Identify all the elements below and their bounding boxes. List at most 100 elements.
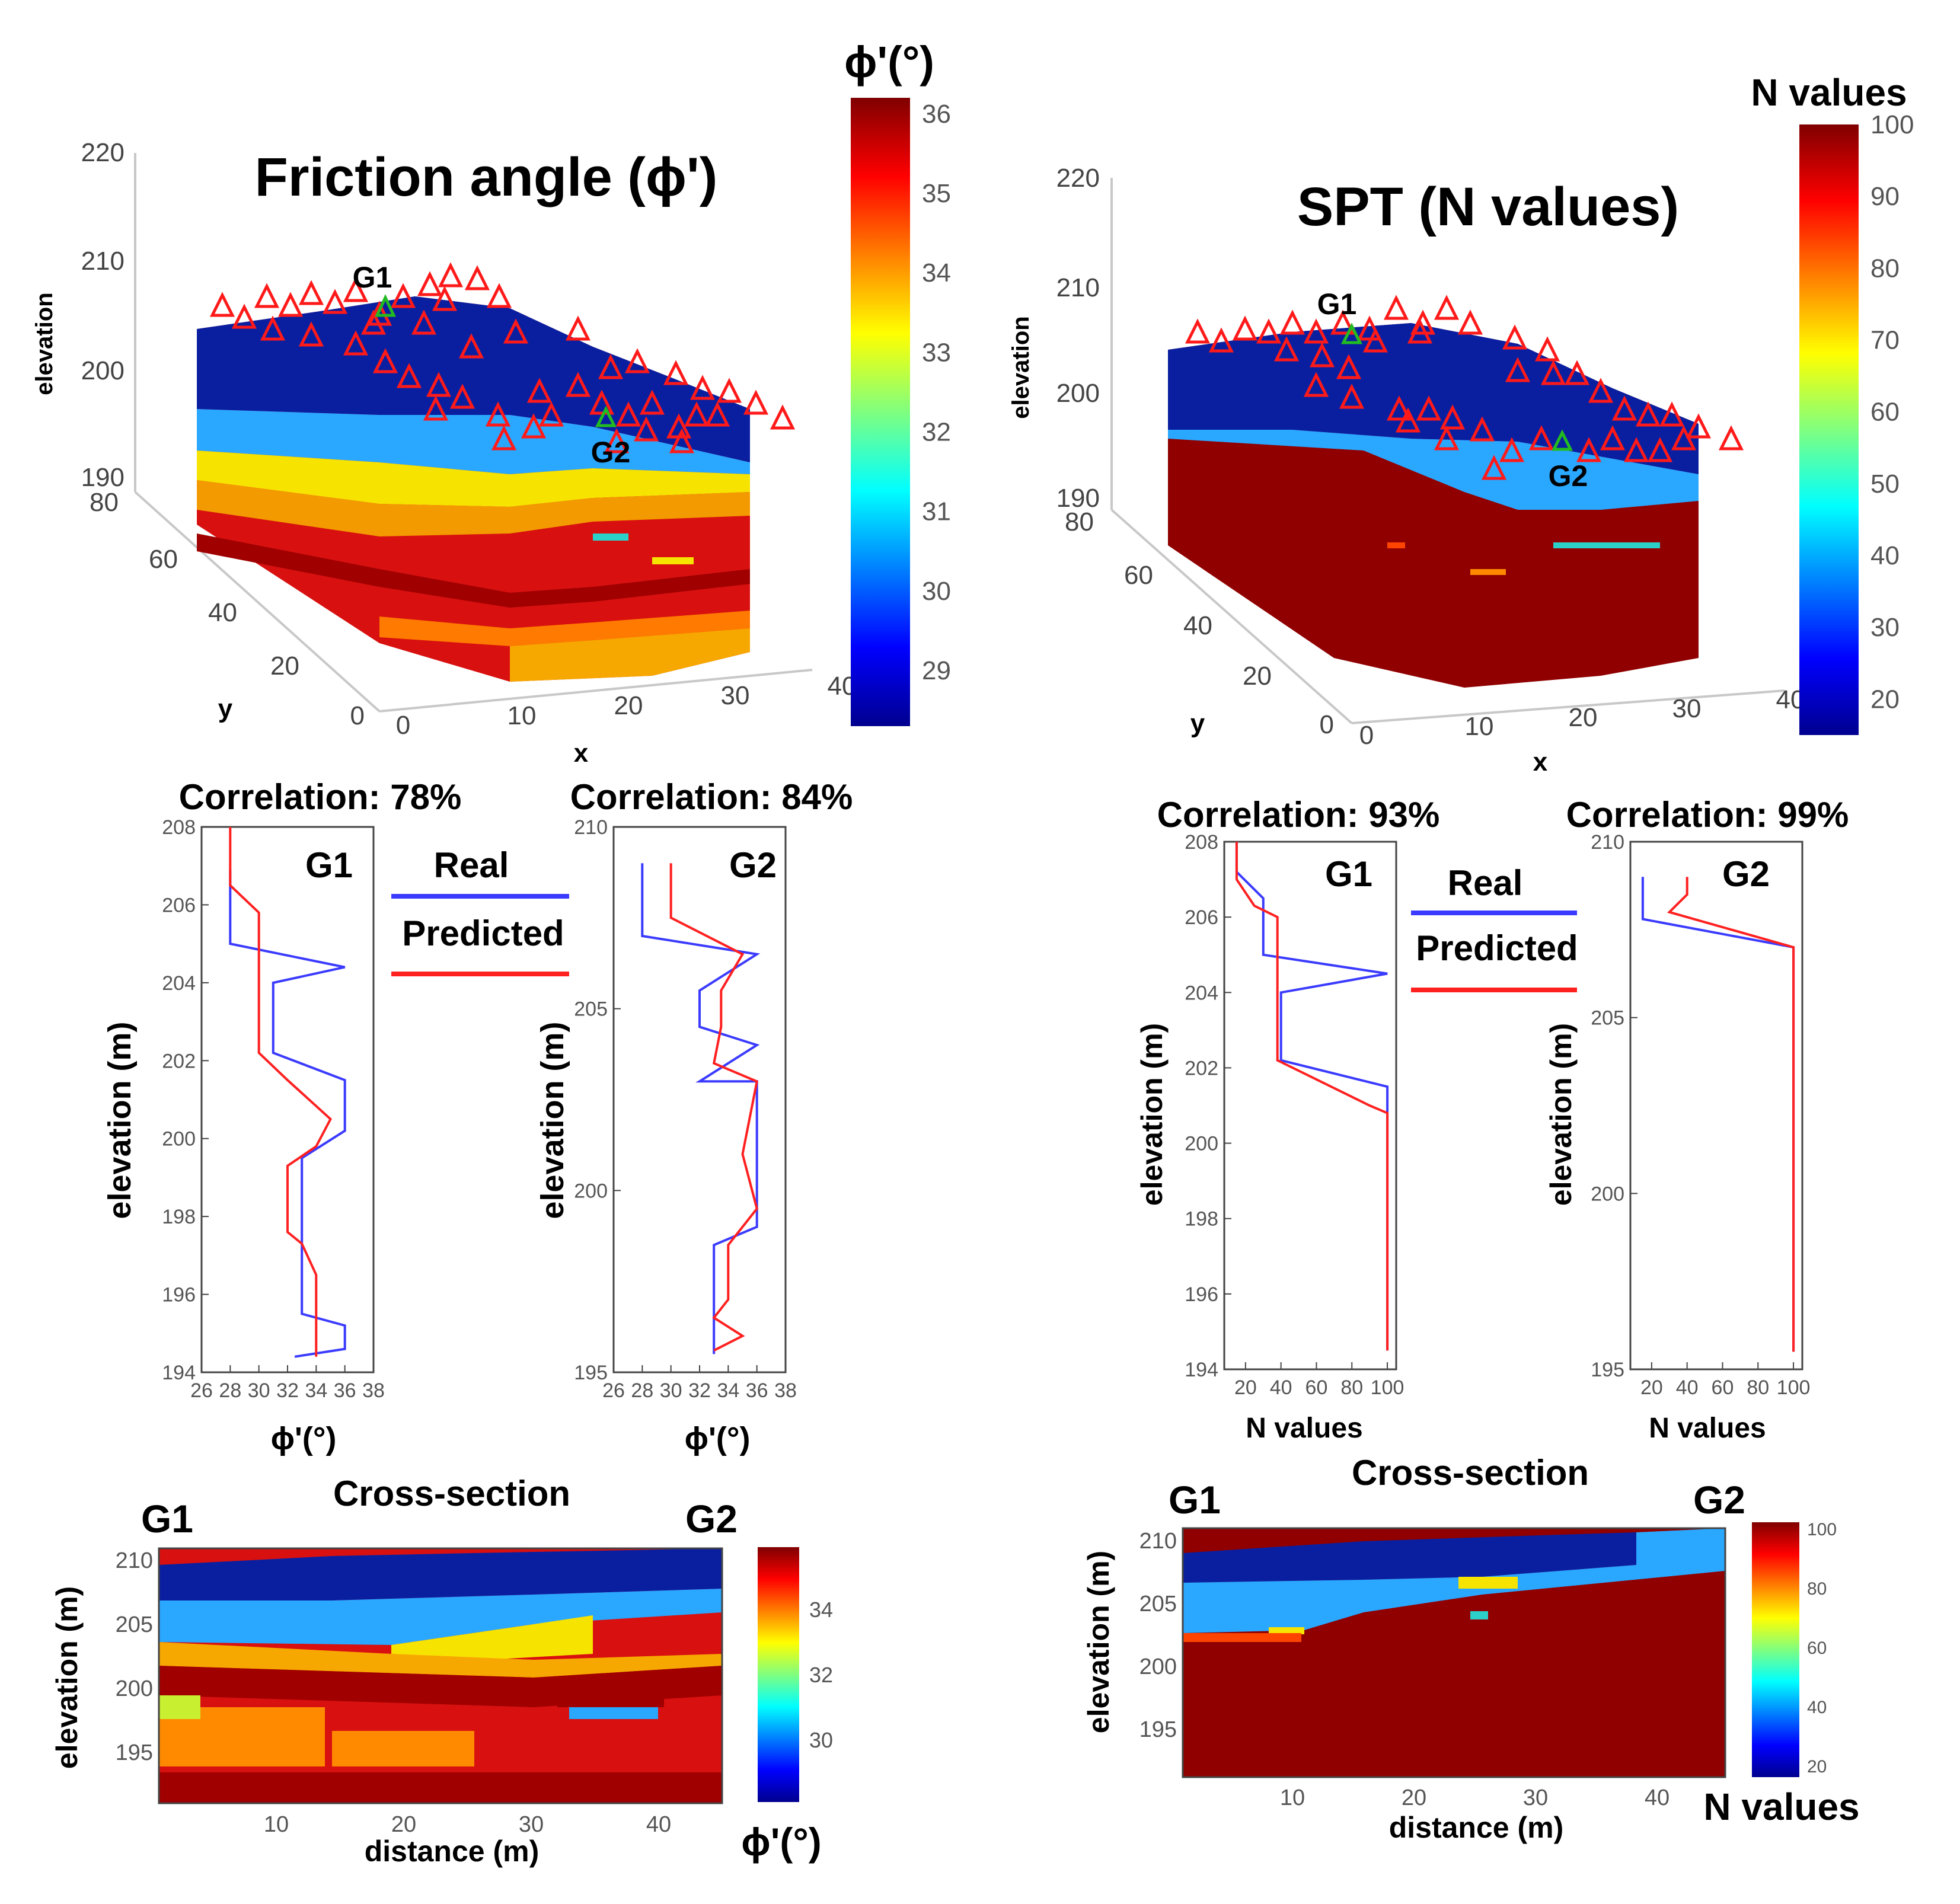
- spt-xs-cb-label: N values: [1703, 1785, 1859, 1828]
- borehole-marker: [1600, 425, 1626, 451]
- borehole-marker: [1439, 404, 1466, 430]
- friction-3d-zlabel: elevation: [31, 292, 58, 395]
- borehole-marker: [209, 292, 235, 317]
- borehole-marker: [1362, 327, 1388, 353]
- spt-3d-zlabel: elevation: [1008, 316, 1034, 419]
- spt-xs-colorbar: [1752, 1522, 1799, 1777]
- spt-xs-ticks: 210 205 200 195 10 20 30 40: [1139, 1529, 1670, 1810]
- borehole-marker: [464, 265, 490, 290]
- s-yt-80: 80: [1065, 507, 1094, 536]
- profile-xtick: 26: [602, 1379, 625, 1402]
- xs-xt-10: 10: [264, 1812, 289, 1837]
- xs-cb-32: 32: [809, 1663, 833, 1687]
- spt-3d-xlabel: x: [1533, 747, 1548, 777]
- borehole-marker: [1256, 318, 1282, 344]
- borehole-marker: [1434, 295, 1460, 320]
- borehole-marker: [503, 318, 529, 344]
- yt-80: 80: [90, 488, 119, 517]
- real-series-line: [229, 870, 346, 1358]
- borehole-marker: [486, 283, 512, 308]
- s-xs-xt-40: 40: [1645, 1785, 1669, 1810]
- borehole-marker: [1309, 342, 1335, 368]
- xt-10: 10: [507, 701, 537, 730]
- profile-ytick: 194: [162, 1362, 196, 1384]
- s-yt-60: 60: [1124, 561, 1153, 590]
- profile-axes: [1629, 841, 1803, 1371]
- friction-legend-real: Real: [434, 845, 509, 885]
- xs-yt-210: 210: [116, 1548, 153, 1573]
- profile-xtick: 36: [746, 1379, 768, 1402]
- xs-xt-30: 30: [519, 1812, 544, 1837]
- s-xs-cb-20: 20: [1807, 1757, 1827, 1777]
- borehole-marker: [298, 280, 324, 305]
- profile-ytick: 200: [1185, 1133, 1218, 1155]
- profile-ytick: 200: [1591, 1183, 1624, 1205]
- spt-3d-g2: G2: [1549, 459, 1588, 493]
- borehole-marker: [1185, 318, 1211, 344]
- friction-panel: Friction angle (ϕ') 220 210 200 190 80 6…: [31, 37, 951, 1868]
- borehole-marker: [360, 309, 387, 335]
- borehole-marker: [1611, 395, 1637, 421]
- friction-3d-axes: [134, 153, 813, 713]
- xs-yt-200: 200: [116, 1676, 153, 1701]
- borehole-marker: [598, 354, 624, 379]
- borehole-marker: [633, 416, 659, 442]
- spt-3d-g1: G1: [1317, 287, 1357, 321]
- borehole-marker: [343, 330, 369, 356]
- friction-g1-xlabel: ϕ'(°): [271, 1421, 337, 1456]
- xt-0: 0: [396, 711, 410, 740]
- friction-g1-label: G1: [305, 845, 353, 885]
- borehole-marker: [1416, 395, 1442, 421]
- s-yt-20: 20: [1243, 662, 1272, 691]
- colorbar-tick: 31: [922, 497, 951, 526]
- friction-xs-xlabel: distance (m): [365, 1835, 540, 1868]
- predicted-series-line: [669, 863, 758, 1352]
- friction-marker-layer: [209, 262, 796, 453]
- borehole-marker: [390, 283, 416, 308]
- colorbar-tick: 30: [1870, 613, 1900, 642]
- profile-ytick: 200: [574, 1180, 608, 1202]
- friction-xs-g1: G1: [141, 1497, 193, 1541]
- friction-g2-label: G2: [729, 845, 777, 885]
- g2-well-marker: [595, 405, 617, 427]
- spt-title: SPT (N values): [1297, 177, 1679, 237]
- borehole-marker: [1383, 295, 1409, 320]
- borehole-marker: [526, 378, 553, 403]
- spt-g2-label: G2: [1722, 854, 1770, 894]
- profile-ytick: 198: [162, 1206, 196, 1228]
- zt-190: 190: [81, 463, 125, 492]
- spt-3d-axes: [1110, 178, 1785, 724]
- spt-colorbar: [1799, 124, 1859, 735]
- friction-3d-block: [197, 296, 750, 682]
- borehole-marker: [615, 401, 641, 427]
- borehole-marker: [770, 404, 796, 430]
- s-xs-yt-195: 195: [1139, 1717, 1177, 1742]
- friction-3d-ticks: 220 210 200 190 80 60 40 20 0 0 10 20 30…: [81, 138, 857, 740]
- zt-220: 220: [81, 138, 125, 167]
- profile-xtick: 20: [1234, 1376, 1257, 1399]
- borehole-marker: [1528, 425, 1554, 451]
- friction-xs-g2: G2: [685, 1497, 738, 1541]
- profile-axes: [612, 826, 787, 1373]
- profile-axes: [200, 826, 375, 1373]
- borehole-marker: [254, 283, 280, 308]
- profile-xtick: 80: [1340, 1376, 1363, 1399]
- friction-xs-cb-label: ϕ'(°): [741, 1820, 822, 1864]
- profile-xtick: 100: [1777, 1376, 1811, 1399]
- borehole-marker: [322, 289, 348, 314]
- borehole-marker: [624, 348, 650, 373]
- profile-ytick: 195: [1591, 1359, 1624, 1381]
- profile-ytick: 195: [574, 1362, 608, 1384]
- xs-xt-20: 20: [391, 1812, 416, 1837]
- friction-g2-correlation: Correlation: 84%: [570, 777, 853, 817]
- profile-xtick: 38: [774, 1379, 797, 1402]
- borehole-marker: [260, 315, 286, 341]
- friction-xs-ylabel: elevation (m): [50, 1586, 84, 1769]
- s-xs-cb-40: 40: [1807, 1698, 1827, 1717]
- borehole-marker: [689, 375, 716, 400]
- friction-xs-image: [158, 1547, 723, 1804]
- borehole-marker: [589, 389, 615, 415]
- spt-g2-correlation: Correlation: 99%: [1566, 795, 1849, 835]
- predicted-series-line: [1667, 877, 1795, 1352]
- yt-60: 60: [149, 545, 178, 574]
